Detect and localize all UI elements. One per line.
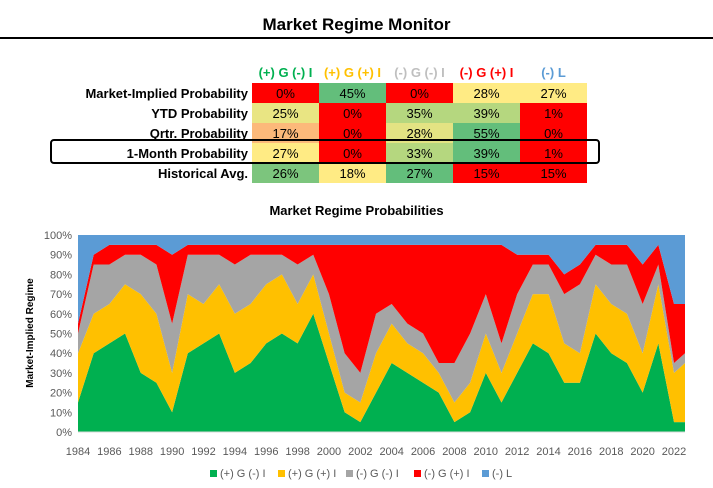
y-tick-label: 50%: [50, 329, 72, 341]
row-label: Historical Avg.: [157, 165, 248, 181]
probability-cell: 35%: [386, 103, 453, 123]
area-series-0: [78, 313, 685, 432]
probability-cell: 0%: [386, 83, 453, 103]
column-header: (-) G (+) I: [459, 64, 514, 80]
probability-cell: 18%: [319, 163, 386, 183]
probability-cell: 17%: [252, 123, 319, 143]
probability-cell: 0%: [252, 83, 319, 103]
y-tick-label: 40%: [50, 348, 72, 360]
area-series-4: [78, 235, 685, 324]
column-header: (+) G (-) I: [258, 64, 313, 80]
row-label: YTD Probability: [151, 105, 248, 121]
y-tick-label: 0%: [56, 427, 72, 439]
legend-swatch: [482, 470, 489, 477]
x-tick-label: 2000: [317, 446, 341, 458]
y-tick-label: 60%: [50, 309, 72, 321]
x-tick-label: 2016: [568, 446, 592, 458]
area-series-1: [78, 274, 685, 423]
legend-label: (-) G (+) I: [424, 468, 470, 480]
regime-table: (+) G (-) I (+) G (+) I (-) G (-) I (-) G (…: [60, 61, 587, 183]
legend-swatch: [210, 470, 217, 477]
probability-cell: 55%: [453, 123, 520, 143]
column-header: (+) G (+) I: [323, 64, 382, 80]
probability-cell: 15%: [520, 163, 587, 183]
y-tick-label: 30%: [50, 368, 72, 380]
y-tick-label: 20%: [50, 388, 72, 400]
x-tick-label: 1990: [160, 446, 184, 458]
legend-label: (-) L: [492, 468, 512, 480]
x-tick-label: 1984: [66, 446, 90, 458]
y-tick-label: 70%: [50, 289, 72, 301]
legend-label: (+) G (-) I: [220, 468, 266, 480]
x-tick-label: 1996: [254, 446, 278, 458]
y-tick-label: 10%: [50, 407, 72, 419]
page-title: Market Regime Monitor: [262, 15, 451, 34]
legend-swatch: [414, 470, 421, 477]
probability-cell: 39%: [453, 103, 520, 123]
x-tick-label: 2010: [474, 446, 498, 458]
chart-title: Market Regime Probabilities: [269, 203, 444, 218]
y-axis-label: Market-Implied Regime: [25, 278, 36, 388]
probability-cell: 27%: [520, 83, 587, 103]
probability-cell: 0%: [319, 123, 386, 143]
x-tick-label: 2002: [348, 446, 372, 458]
area-series-3: [78, 244, 685, 373]
legend-label: (-) G (-) I: [356, 468, 399, 480]
x-tick-label: 2006: [411, 446, 435, 458]
x-tick-label: 2018: [599, 446, 623, 458]
probability-cell: 26%: [252, 163, 319, 183]
column-header: (-) G (-) I: [394, 64, 445, 80]
probability-cell: 39%: [453, 143, 520, 163]
x-tick-label: 1986: [97, 446, 121, 458]
legend-swatch: [346, 470, 353, 477]
table-row: YTD Probability 25% 0% 35% 39% 1%: [60, 103, 587, 123]
x-tick-label: 2014: [536, 446, 560, 458]
table-header-row: (+) G (-) I (+) G (+) I (-) G (-) I (-) G (…: [60, 61, 587, 83]
probability-cell: 28%: [386, 123, 453, 143]
x-tick-label: 2022: [662, 446, 686, 458]
probability-cell: 0%: [520, 123, 587, 143]
probability-cell: 25%: [252, 103, 319, 123]
x-tick-label: 1992: [191, 446, 215, 458]
y-tick-label: 80%: [50, 269, 72, 281]
x-tick-label: 2012: [505, 446, 529, 458]
x-tick-label: 2008: [442, 446, 466, 458]
probability-cell: 1%: [520, 143, 587, 163]
title-divider: [0, 37, 713, 39]
table-row: Qrtr. Probability 17% 0% 28% 55% 0%: [60, 123, 587, 143]
x-tick-label: 2004: [379, 446, 403, 458]
row-label: Qrtr. Probability: [149, 125, 248, 141]
x-tick-label: 1998: [285, 446, 309, 458]
probability-cell: 27%: [386, 163, 453, 183]
x-tick-label: 1994: [223, 446, 247, 458]
table-row: Historical Avg. 26% 18% 27% 15% 15%: [60, 163, 587, 183]
table-row: Market-Implied Probability 0% 45% 0% 28% 27%: [60, 83, 587, 103]
probability-cell: 33%: [386, 143, 453, 163]
highlight-box-1-month: [50, 139, 600, 164]
probability-cell: 1%: [520, 103, 587, 123]
probability-cell: 27%: [252, 143, 319, 163]
probability-cell: 28%: [453, 83, 520, 103]
area-series-2: [78, 254, 685, 403]
probability-cell: 0%: [319, 103, 386, 123]
legend-swatch: [278, 470, 285, 477]
table-row: 1-Month Probability 27% 0% 33% 39% 1%: [60, 143, 587, 163]
column-header: (-) L: [541, 64, 566, 80]
row-label: Market-Implied Probability: [85, 85, 248, 101]
y-tick-label: 90%: [50, 250, 72, 262]
probability-cell: 45%: [319, 83, 386, 103]
x-tick-label: 1988: [128, 446, 152, 458]
probability-cell: 0%: [319, 143, 386, 163]
y-tick-label: 100%: [44, 230, 72, 242]
legend-label: (+) G (+) I: [288, 468, 336, 480]
probability-cell: 15%: [453, 163, 520, 183]
row-label: 1-Month Probability: [126, 145, 248, 161]
x-tick-label: 2020: [630, 446, 654, 458]
